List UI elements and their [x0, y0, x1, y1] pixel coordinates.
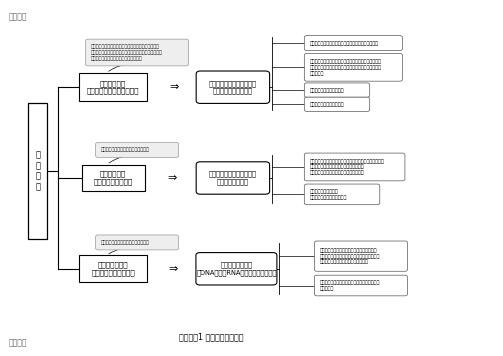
- Text: ⇒: ⇒: [167, 173, 177, 183]
- Text: 结构：文数数据特性、构件分子结构特点（可移除性）: 结构：文数数据特性、构件分子结构特点（可移除性）: [309, 41, 378, 46]
- FancyBboxPatch shape: [304, 153, 405, 181]
- Text: 糖代谢、脂类代谢、氨基酸
代谢、核苷酸代谢: 糖代谢、脂类代谢、氨基酸 代谢、核苷酸代谢: [209, 171, 257, 185]
- Text: ⇒: ⇒: [169, 82, 179, 92]
- Text: 动态生物化学
（物质代谢与调节）: 动态生物化学 （物质代谢与调节）: [94, 171, 133, 185]
- Text: 精品文档: 精品文档: [9, 12, 28, 21]
- Text: 思维导图1 生物化学课程体系: 思维导图1 生物化学课程体系: [179, 332, 243, 341]
- FancyBboxPatch shape: [196, 253, 277, 285]
- Text: 生
物
化
学: 生 物 化 学: [35, 150, 40, 192]
- Text: 酶类、蛋白质生物合成的定义、体系（模板、
酶、原料、辅助因子）、方向、方式、特点、过
程（起始、延长、终止）、对正修饰。: 酶类、蛋白质生物合成的定义、体系（模板、 酶、原料、辅助因子）、方向、方式、特点…: [319, 248, 380, 265]
- Text: 补充：各代谢的代谢意义、生理功能。: 补充：各代谢的代谢意义、生理功能。: [101, 147, 150, 152]
- Text: 能量代谢（能量变化）
磷酸化过、氧磷化过（底物）: 能量代谢（能量变化） 磷酸化过、氧磷化过（底物）: [309, 189, 347, 200]
- Text: 补充：基因表达的内容、周转及意义。: 补充：基因表达的内容、周转及意义。: [101, 240, 150, 245]
- Text: 性质：核理、化学、生物学: 性质：核理、化学、生物学: [309, 88, 344, 93]
- FancyBboxPatch shape: [314, 241, 407, 271]
- FancyBboxPatch shape: [28, 103, 47, 239]
- FancyBboxPatch shape: [314, 275, 407, 296]
- Text: 糖类、脂类、蛋白质、核酸
（酶、维生素、激素）: 糖类、脂类、蛋白质、核酸 （酶、维生素、激素）: [209, 80, 257, 94]
- Text: 元素：生物学功能的主次性: 元素：生物学功能的主次性: [309, 102, 344, 107]
- FancyBboxPatch shape: [196, 71, 270, 104]
- Text: 静态生物化学
（生物大分子结构与功能）: 静态生物化学 （生物大分子结构与功能）: [87, 80, 139, 94]
- Text: 基因表达的调控、操纵子模式（概念、结构、调
控方式）。: 基因表达的调控、操纵子模式（概念、结构、调 控方式）。: [319, 280, 380, 291]
- FancyBboxPatch shape: [96, 235, 179, 250]
- FancyBboxPatch shape: [304, 36, 402, 51]
- FancyBboxPatch shape: [304, 97, 370, 111]
- Text: 复制、转录、翻译
（DNA合成、RNA合成、蛋白质合成）: 复制、转录、翻译 （DNA合成、RNA合成、蛋白质合成）: [196, 262, 277, 276]
- FancyBboxPatch shape: [81, 164, 144, 192]
- Text: 蛋白：一般物化、空间结构、作用力（共价与非共价）、
主干链的参调量塑性、支链的多元性、异构与构象、结构
到生次性。: 蛋白：一般物化、空间结构、作用力（共价与非共价）、 主干链的参调量塑性、支链的多…: [309, 59, 381, 75]
- Text: 基础分子生物学
（基因的表达与调控）: 基础分子生物学 （基因的表达与调控）: [92, 262, 135, 276]
- FancyBboxPatch shape: [304, 184, 380, 205]
- Text: 分解代谢：磷酸化位、关键酶、代谢物、反应特点、调节；
合成代谢：从头合成、半合成（补救合成）
分解代谢：水解、磷酸解、磷酸、氧磷酸解: 分解代谢：磷酸化位、关键酶、代谢物、反应特点、调节； 合成代谢：从头合成、半合成…: [309, 159, 384, 175]
- FancyBboxPatch shape: [79, 256, 147, 282]
- FancyBboxPatch shape: [304, 53, 402, 81]
- FancyBboxPatch shape: [196, 162, 270, 194]
- Text: ⇒: ⇒: [169, 264, 178, 274]
- FancyBboxPatch shape: [79, 73, 147, 101]
- Text: 精品文档: 精品文档: [9, 338, 28, 347]
- Text: 补充：生物大分子是生物信息的载体（遗传、体现、形
态、表达）；有序性使信息载体的稳整性；稳妥长程、数
目、编码方式等数信息的重要量的作用。: 补充：生物大分子是生物信息的载体（遗传、体现、形 态、表达）；有序性使信息载体的…: [91, 44, 163, 61]
- FancyBboxPatch shape: [86, 39, 189, 66]
- FancyBboxPatch shape: [96, 142, 179, 157]
- FancyBboxPatch shape: [304, 83, 370, 97]
